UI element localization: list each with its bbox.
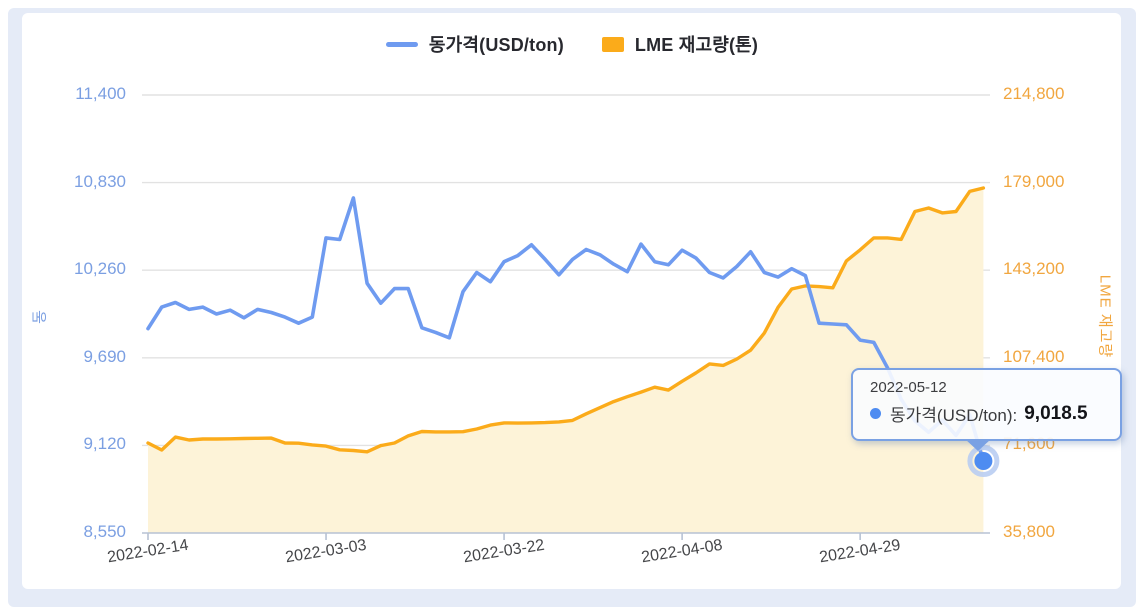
copper-price-line-swatch xyxy=(385,41,418,47)
y-axis-label-right: 35,800 xyxy=(1003,522,1055,541)
tooltip-arrow-icon xyxy=(965,439,991,451)
tooltip-date: 2022-05-12 xyxy=(870,379,947,396)
left-axis-title: 동 xyxy=(31,309,49,324)
tooltip-value: 9,018.5 xyxy=(1024,402,1088,424)
y-axis-label-left: 9,120 xyxy=(83,434,126,454)
y-axis-label-left: 10,260 xyxy=(74,259,126,279)
lme-stock-area-swatch xyxy=(601,36,624,52)
legend-item-copper-price[interactable]: 동가격(USD/ton) xyxy=(385,31,564,57)
tooltip: 2022-05-12 동가격(USD/ton): 9,018.5 xyxy=(851,368,1122,451)
legend-item-lme-stock[interactable]: LME 재고량(톤) xyxy=(601,31,759,57)
y-axis-label-left: 9,690 xyxy=(83,346,126,366)
legend-label-lme-stock: LME 재고량(톤) xyxy=(634,35,759,55)
y-axis-label-left: 11,400 xyxy=(75,84,126,103)
tooltip-row: 동가격(USD/ton): 9,018.5 xyxy=(870,401,1106,426)
y-axis-label-right: 143,200 xyxy=(1003,259,1065,279)
y-axis-label-right: 179,000 xyxy=(1003,171,1065,191)
right-axis-title: LME 재고량 xyxy=(1096,274,1114,359)
y-axis-label-left: 8,550 xyxy=(83,522,126,541)
legend: 동가격(USD/ton) LME 재고량(톤) xyxy=(0,31,1144,57)
tooltip-series-label: 동가격(USD/ton): xyxy=(890,406,1018,425)
y-axis-label-left: 10,830 xyxy=(74,171,126,191)
y-axis-label-right: 214,800 xyxy=(1003,84,1065,103)
chart-card xyxy=(22,13,1121,589)
y-axis-label-right: 107,400 xyxy=(1003,346,1065,366)
tooltip-series-dot-icon xyxy=(870,408,881,419)
legend-label-copper-price: 동가격(USD/ton) xyxy=(428,35,564,55)
